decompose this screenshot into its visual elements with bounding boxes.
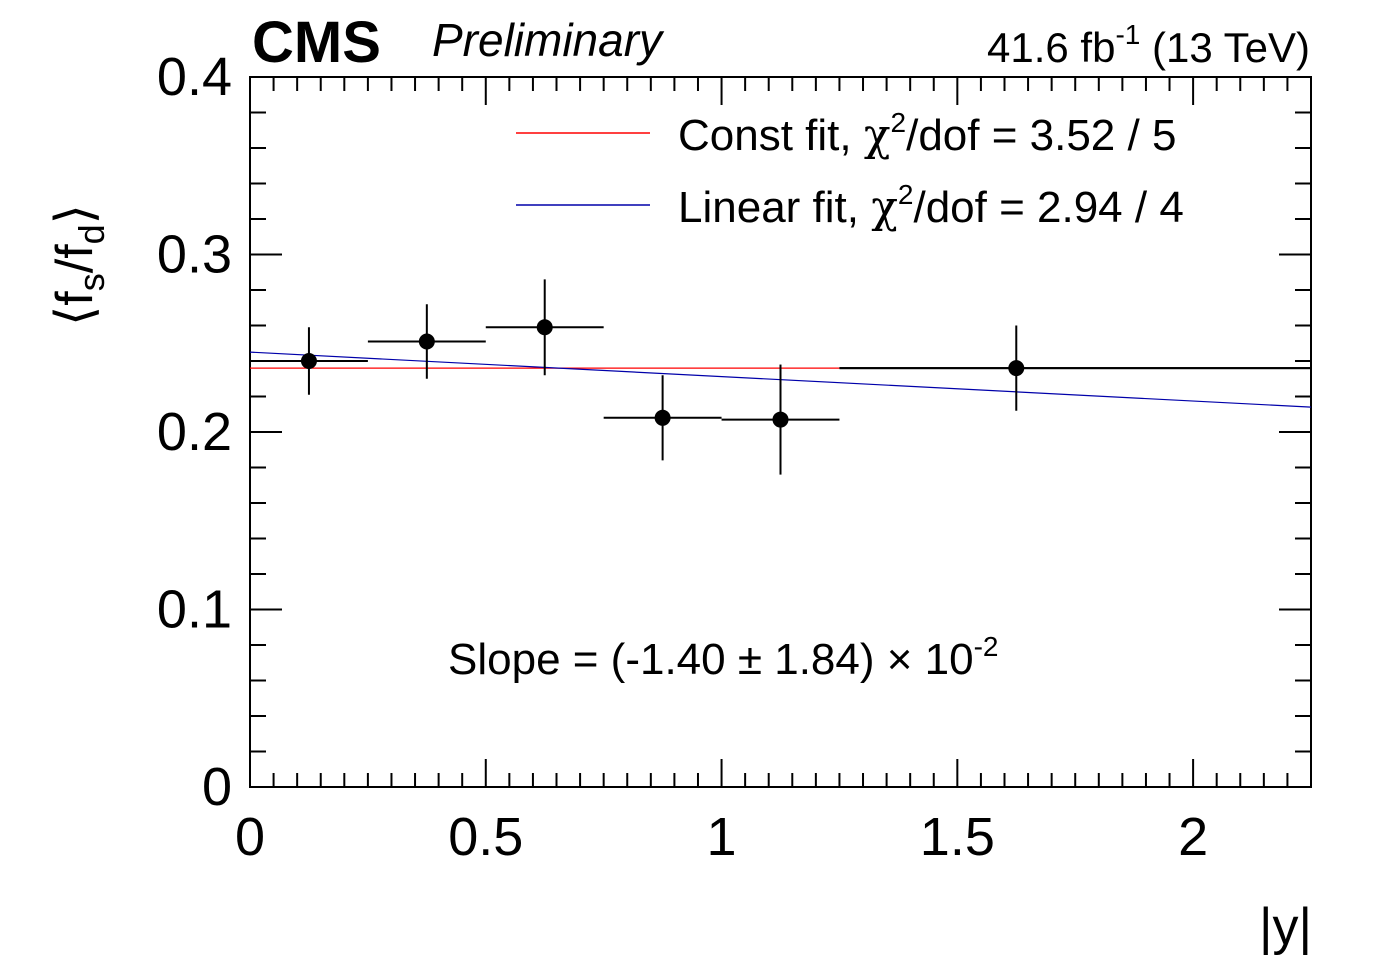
luminosity-label: 41.6 fb-1 (13 TeV) xyxy=(987,19,1310,71)
data-marker xyxy=(654,409,671,426)
x-tick-label: 1 xyxy=(707,807,737,867)
legend-linear-label: Linear fit, χ2/dof = 2.94 / 4 xyxy=(678,179,1184,233)
lumi-value: 41.6 fb xyxy=(987,24,1115,71)
y-axis-title: ⟨fs/fd⟩ xyxy=(46,204,112,326)
status-label: Preliminary xyxy=(432,14,665,66)
data-marker xyxy=(772,411,789,428)
x-tick-label: 2 xyxy=(1178,807,1208,867)
experiment-label: CMS xyxy=(252,10,381,75)
data-point xyxy=(839,325,1311,411)
data-marker xyxy=(536,319,553,336)
legend: Const fit, χ2/dof = 3.52 / 5 Linear fit,… xyxy=(516,107,1184,233)
slope-annotation: Slope = (-1.40 ± 1.84) × 10-2 xyxy=(448,631,999,684)
legend-const-label: Const fit, χ2/dof = 3.52 / 5 xyxy=(678,107,1176,161)
axis-tick-labels: 0 0.5 1 1.5 2 0 0.1 0.2 0.3 0.4 xyxy=(157,47,1208,867)
data-point xyxy=(603,375,722,461)
lumi-exponent: -1 xyxy=(1115,19,1140,50)
y-tick-label: 0.3 xyxy=(157,225,232,285)
data-marker xyxy=(418,333,435,350)
x-tick-label: 1.5 xyxy=(920,807,995,867)
axis-ticks xyxy=(249,76,1312,788)
data-point xyxy=(250,327,368,395)
y-tick-label: 0.2 xyxy=(157,402,232,462)
y-tick-label: 0 xyxy=(202,757,232,817)
data-point xyxy=(485,279,604,376)
x-tick-label: 0.5 xyxy=(448,807,523,867)
y-tick-label: 0.1 xyxy=(157,580,232,640)
y-tick-label: 0.4 xyxy=(157,47,232,107)
energy-label: (13 TeV) xyxy=(1140,24,1310,71)
x-axis-title: |y| xyxy=(1259,898,1312,956)
data-points xyxy=(250,279,1311,475)
x-tick-label: 0 xyxy=(235,807,265,867)
data-point xyxy=(367,304,486,379)
data-marker xyxy=(300,353,317,369)
data-point xyxy=(721,364,840,475)
data-marker xyxy=(1008,360,1025,377)
